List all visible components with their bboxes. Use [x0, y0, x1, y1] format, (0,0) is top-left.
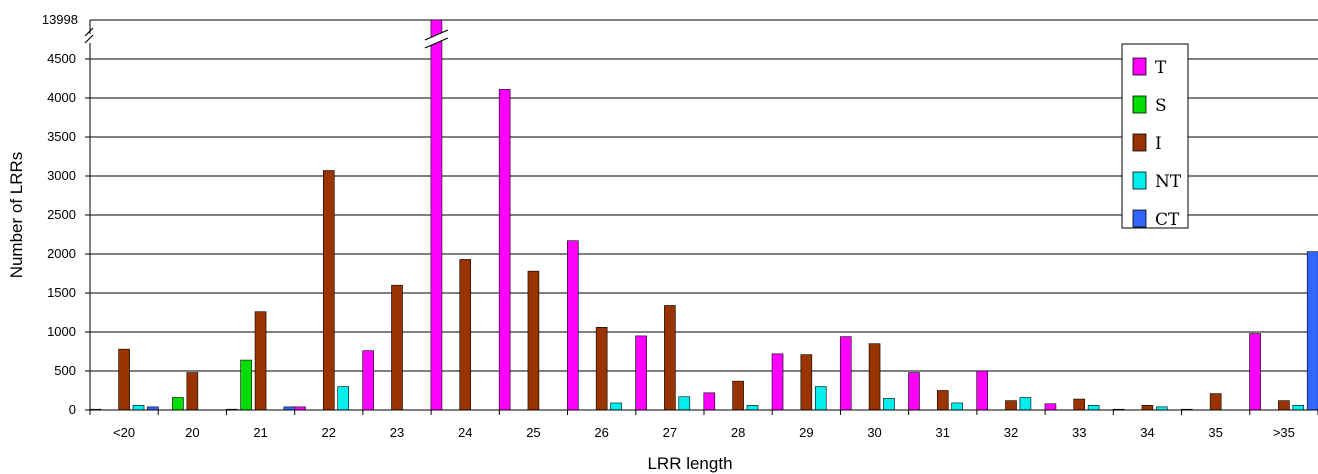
bar [322, 170, 335, 411]
x-tick-label: 21 [253, 425, 267, 440]
bar [595, 327, 608, 411]
grid-lines [90, 19, 1318, 372]
x-tick-label: 20 [185, 425, 199, 440]
bar [118, 348, 130, 411]
bar [1249, 333, 1261, 411]
bar [132, 405, 145, 411]
bar [337, 386, 349, 411]
legend-swatch [1132, 171, 1147, 190]
bars [89, 19, 1318, 411]
y-tick-label: 1500 [47, 285, 76, 300]
bar [567, 240, 579, 411]
bar [746, 405, 759, 411]
x-tick-label: 29 [799, 425, 813, 440]
x-tick-label: 26 [594, 425, 608, 440]
x-tick-label: 32 [1004, 425, 1018, 440]
bar [951, 402, 963, 411]
y-tick-label: 2500 [47, 207, 76, 222]
y-tick-label: 3000 [47, 168, 76, 183]
bar [1292, 405, 1305, 411]
y-tick-label: 4500 [47, 51, 76, 66]
bar [678, 396, 691, 411]
y-tick-label: 1000 [47, 324, 76, 339]
legend-label: T [1155, 58, 1167, 78]
y-axis-title: Number of LRRs [7, 152, 26, 279]
bar [1278, 400, 1290, 411]
x-tick-label: 28 [731, 425, 745, 440]
legend-swatch [1132, 57, 1147, 76]
bar [186, 372, 199, 411]
x-tick-label: 24 [458, 425, 472, 440]
x-tick-label: 23 [390, 425, 404, 440]
x-tick-label: <20 [113, 425, 135, 440]
bar [610, 402, 622, 411]
x-tick-label: 22 [322, 425, 336, 440]
legend: TSI NT CT [1121, 43, 1189, 230]
bar [976, 370, 989, 411]
bar [459, 259, 472, 411]
bar-break-gap [424, 30, 448, 48]
x-axis: <20 20 21 22 23 24 25 26 27 28 29 30 31 32 33 34 35 >35 [89, 409, 1318, 440]
x-tick-label: 25 [526, 425, 540, 440]
bar [240, 359, 252, 411]
bar [868, 343, 881, 411]
bar [527, 270, 540, 411]
bar [703, 392, 716, 411]
bar-break-mark [424, 29, 449, 41]
bar [635, 335, 647, 411]
bar [254, 311, 267, 411]
bar [664, 305, 676, 411]
x-tick-label: 33 [1072, 425, 1086, 440]
legend-label: I [1155, 134, 1162, 154]
axis-break-mark [84, 27, 94, 37]
x-tick-label: >35 [1273, 425, 1295, 440]
legend-swatch [1132, 209, 1147, 228]
y-tick-label: 2000 [47, 246, 76, 261]
x-tick-label: 35 [1208, 425, 1222, 440]
bar [814, 386, 827, 411]
bar-break-mark [424, 37, 449, 49]
bar [172, 397, 184, 411]
legend-label: NT [1155, 172, 1182, 192]
y-tick-label: 500 [54, 363, 76, 378]
y-break-label: 13998 [42, 12, 78, 27]
x-tick-label: 34 [1140, 425, 1154, 440]
bar [1306, 251, 1318, 411]
bar [883, 397, 895, 411]
legend-label: CT [1155, 210, 1180, 230]
bar [362, 350, 375, 411]
x-axis-title: LRR length [647, 454, 732, 473]
bar [908, 372, 920, 411]
y-tick-label: 4000 [47, 90, 76, 105]
bar [1073, 398, 1086, 411]
legend-label: S [1155, 96, 1167, 116]
bar [498, 89, 511, 411]
bar [1044, 403, 1057, 411]
bar [1019, 397, 1032, 411]
bar [1141, 405, 1154, 411]
x-tick-label: 30 [867, 425, 881, 440]
y-tick-label: 0 [69, 402, 76, 417]
bar [800, 354, 813, 411]
bar [771, 353, 784, 411]
bar [839, 336, 852, 411]
legend-swatch [1132, 133, 1147, 152]
bar [391, 284, 403, 411]
y-tick-label: 3500 [47, 129, 76, 144]
bar [936, 390, 949, 411]
bar [1087, 405, 1100, 411]
x-tick-label: 27 [663, 425, 677, 440]
bar [1209, 393, 1222, 411]
x-tick-label: 31 [936, 425, 950, 440]
legend-swatch [1132, 95, 1147, 114]
axis-break-mark [84, 34, 94, 44]
bar [430, 19, 443, 411]
bar [1005, 400, 1017, 411]
bar [732, 380, 744, 411]
y-axis: 0 500 1000 1500 2000 2500 3000 3500 4000 4500 1399… [42, 12, 94, 417]
